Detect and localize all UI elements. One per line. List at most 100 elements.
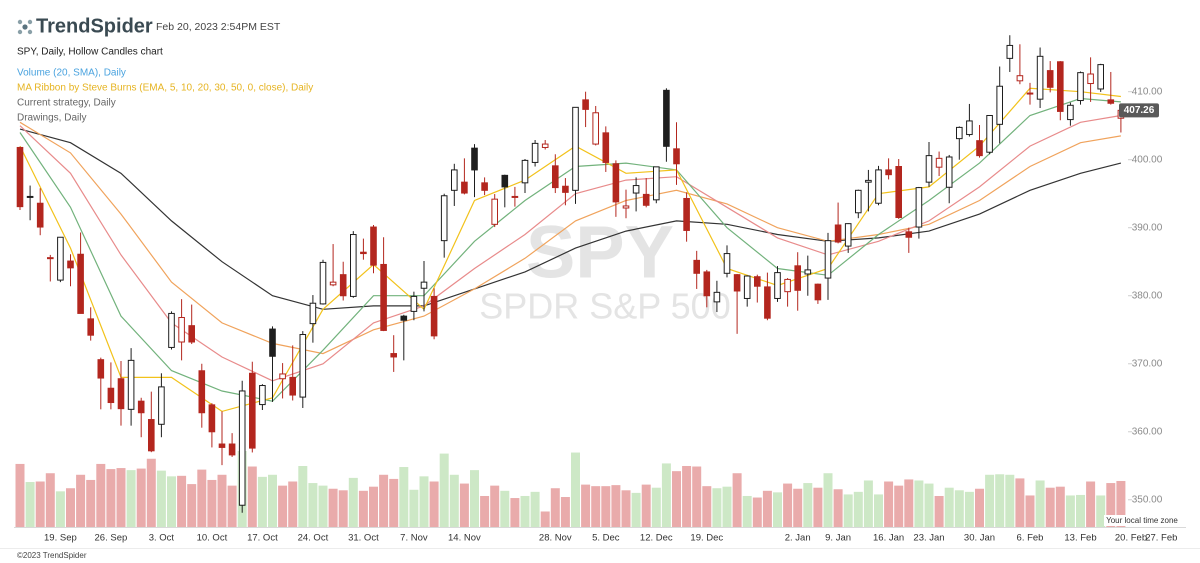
candle-body xyxy=(451,169,458,191)
candle-body xyxy=(844,223,852,247)
candle-body xyxy=(956,126,963,140)
candle-body xyxy=(501,174,509,188)
candle-body xyxy=(461,181,468,194)
candle-body xyxy=(935,157,943,168)
volume-bar xyxy=(510,498,520,527)
candle-body xyxy=(774,272,781,299)
volume-bar xyxy=(86,479,96,527)
candle-body xyxy=(168,312,175,348)
candle-body xyxy=(653,166,660,201)
candle-body xyxy=(885,169,892,176)
volume-bar xyxy=(490,485,500,527)
volume-bar xyxy=(278,485,288,527)
volume-bar xyxy=(268,474,277,527)
x-tick-label: 27. Feb xyxy=(1145,533,1177,544)
volume-bar xyxy=(934,495,944,527)
ma-line xyxy=(19,128,1122,310)
candle-body xyxy=(481,182,488,191)
time-zone-note: Your local time zone xyxy=(1106,516,1178,525)
volume-bar xyxy=(1096,495,1106,527)
x-tick-label: 2. Jan xyxy=(785,533,811,544)
volume-bar xyxy=(480,495,490,527)
logo-dot xyxy=(17,29,23,35)
indicator-label: Current strategy, Daily xyxy=(17,98,116,109)
x-tick-label: 5. Dec xyxy=(592,533,620,544)
x-tick-label: 10. Oct xyxy=(197,533,228,544)
volume-bar xyxy=(601,486,611,527)
volume-bar xyxy=(1116,480,1126,527)
volume-bar xyxy=(369,486,378,527)
x-tick-label: 28. Nov xyxy=(539,533,572,544)
candle-body xyxy=(541,143,549,148)
volume-bar xyxy=(621,490,631,527)
candle-body xyxy=(148,419,155,452)
volume-bar xyxy=(550,488,560,527)
volume-bar xyxy=(964,491,974,527)
candle-body xyxy=(1016,75,1024,82)
volume-bar xyxy=(500,490,510,527)
candle-body xyxy=(380,263,387,331)
volume-bar xyxy=(1106,483,1116,527)
x-tick-label: 6. Feb xyxy=(1017,533,1044,544)
candle-body xyxy=(1097,64,1105,90)
volume-bar xyxy=(197,469,207,527)
candle-body xyxy=(269,328,276,357)
candle-body xyxy=(1006,44,1014,59)
candle-body xyxy=(67,260,74,269)
x-tick-label: 24. Oct xyxy=(298,533,329,544)
timestamp: Feb 20, 2023 2:54PM EST xyxy=(156,21,281,33)
volume-bar xyxy=(732,473,742,527)
candle-body xyxy=(47,257,54,260)
candle-body xyxy=(198,370,206,414)
y-tick-label: 390.00 xyxy=(1132,222,1163,233)
volume-bar xyxy=(520,495,530,527)
candle-body xyxy=(16,146,24,208)
volume-bar xyxy=(288,481,298,527)
candle-body xyxy=(794,265,802,291)
volume-bar xyxy=(692,466,702,527)
candle-body xyxy=(511,195,519,198)
indicator-label: Volume (20, SMA), Daily xyxy=(17,68,126,79)
candle-body xyxy=(521,159,529,184)
volume-bar xyxy=(752,497,762,527)
volume-bar xyxy=(803,483,813,527)
volume-bar xyxy=(257,476,267,527)
candle-body xyxy=(824,240,832,279)
volume-bar xyxy=(146,458,156,527)
y-tick-label: 370.00 xyxy=(1132,358,1163,369)
candle-body xyxy=(390,353,397,358)
logo-dot xyxy=(22,24,28,30)
volume-bar xyxy=(914,480,924,527)
volume-bar xyxy=(742,495,752,527)
volume-bar xyxy=(187,484,197,527)
volume-bar xyxy=(894,485,904,527)
volume-bar xyxy=(985,474,995,527)
candle-body xyxy=(743,275,751,299)
candle-body xyxy=(673,148,680,165)
candle-body xyxy=(713,291,721,303)
candle-body xyxy=(683,197,690,231)
candle-body xyxy=(622,205,630,209)
candle-body xyxy=(218,443,226,448)
x-tick-label: 14. Nov xyxy=(448,533,481,544)
volume-bar xyxy=(1035,480,1045,527)
volume-bar xyxy=(813,487,823,527)
x-tick-label: 19. Sep xyxy=(44,533,77,544)
x-tick-label: 16. Jan xyxy=(873,533,904,544)
logo xyxy=(17,19,33,35)
candle-body xyxy=(632,185,640,194)
candle-body xyxy=(663,89,670,147)
candle-body xyxy=(1046,70,1054,88)
candle-body xyxy=(491,198,498,225)
volume-bar xyxy=(975,488,984,527)
x-tick-label: 23. Jan xyxy=(913,533,944,544)
candle-body xyxy=(420,281,428,289)
candle-body xyxy=(764,286,771,319)
volume-bar xyxy=(449,474,459,527)
x-tick-label: 17. Oct xyxy=(247,533,278,544)
volume-bar xyxy=(591,486,601,527)
volume-bar xyxy=(853,491,863,527)
candle-body xyxy=(26,195,34,198)
candle-body xyxy=(178,317,185,343)
indicator-label: MA Ribbon by Steve Burns (EMA, 5, 10, 20… xyxy=(17,83,313,94)
